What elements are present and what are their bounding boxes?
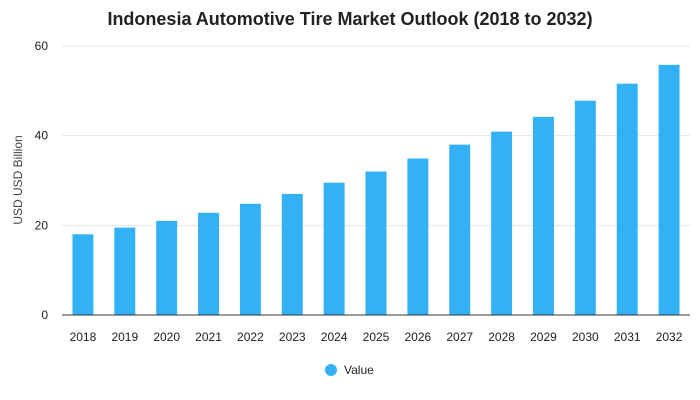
bar-2026[interactable]	[407, 158, 429, 315]
x-tick-label: 2028	[488, 330, 515, 344]
y-axis-label: USD USD Billion	[11, 135, 25, 224]
x-tick-label: 2022	[237, 330, 264, 344]
bar-2030[interactable]	[574, 100, 596, 316]
bar-2018[interactable]	[72, 234, 94, 315]
x-axis-ticks: 2018 2019 2020 2021 2022 2023 2024 2025 2026 2027…	[70, 330, 683, 344]
y-axis-ticks: 0 20 40 60	[35, 39, 49, 322]
x-tick-label: 2027	[446, 330, 473, 344]
bar-2029[interactable]	[533, 116, 554, 315]
y-tick-label: 0	[41, 308, 48, 322]
bar-2032[interactable]	[658, 64, 680, 315]
x-tick-label: 2018	[70, 330, 97, 344]
bar-2020[interactable]	[156, 220, 178, 315]
x-tick-label: 2019	[111, 330, 138, 344]
bar-2021[interactable]	[198, 212, 219, 315]
legend-label: Value	[344, 363, 374, 377]
bar-2023[interactable]	[281, 193, 303, 315]
x-tick-label: 2020	[153, 330, 180, 344]
bars	[72, 64, 680, 316]
bar-2027[interactable]	[449, 144, 471, 315]
bar-2022[interactable]	[239, 203, 261, 315]
y-tick-label: 20	[35, 218, 49, 232]
legend-swatch	[325, 364, 337, 376]
x-tick-label: 2031	[614, 330, 641, 344]
x-tick-label: 2025	[363, 330, 390, 344]
x-tick-label: 2029	[530, 330, 557, 344]
legend[interactable]: Value	[325, 363, 374, 377]
x-tick-label: 2032	[656, 330, 683, 344]
bar-2025[interactable]	[365, 171, 387, 315]
chart-title: Indonesia Automotive Tire Market Outlook…	[107, 9, 592, 29]
x-tick-label: 2026	[405, 330, 432, 344]
bar-2028[interactable]	[491, 131, 513, 315]
y-tick-label: 60	[35, 39, 49, 53]
bar-2024[interactable]	[323, 182, 345, 315]
x-tick-label: 2024	[321, 330, 348, 344]
x-tick-label: 2030	[572, 330, 599, 344]
x-tick-label: 2021	[195, 330, 222, 344]
bar-2019[interactable]	[114, 227, 136, 315]
y-tick-label: 40	[35, 129, 49, 143]
x-tick-label: 2023	[279, 330, 306, 344]
bar-2031[interactable]	[616, 83, 638, 315]
